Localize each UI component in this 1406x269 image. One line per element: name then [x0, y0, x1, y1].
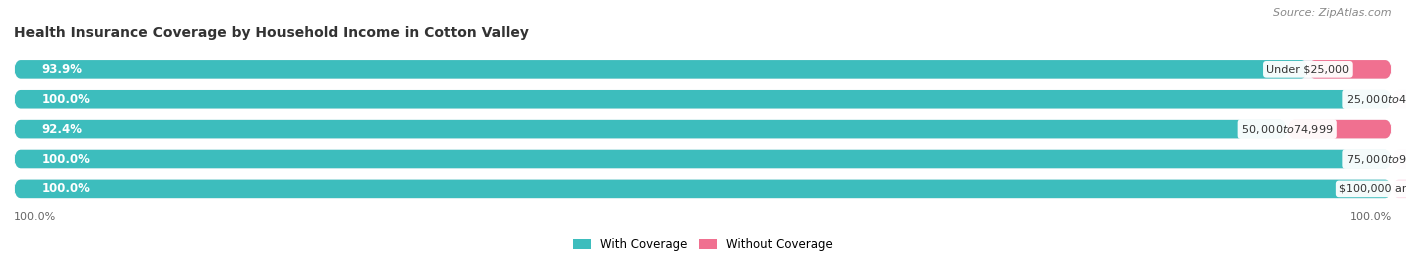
Text: 100.0%: 100.0%: [1350, 212, 1392, 222]
FancyBboxPatch shape: [14, 150, 1392, 168]
Text: $25,000 to $49,999: $25,000 to $49,999: [1346, 93, 1406, 106]
Text: Source: ZipAtlas.com: Source: ZipAtlas.com: [1274, 8, 1392, 18]
FancyBboxPatch shape: [14, 150, 1392, 168]
Text: 100.0%: 100.0%: [14, 212, 56, 222]
FancyBboxPatch shape: [14, 60, 1392, 79]
FancyBboxPatch shape: [14, 90, 1392, 108]
Text: 100.0%: 100.0%: [42, 153, 90, 165]
FancyBboxPatch shape: [14, 60, 1308, 79]
FancyBboxPatch shape: [14, 120, 1392, 138]
FancyBboxPatch shape: [1392, 90, 1406, 108]
Text: $75,000 to $99,999: $75,000 to $99,999: [1346, 153, 1406, 165]
Text: 92.4%: 92.4%: [42, 123, 83, 136]
FancyBboxPatch shape: [1392, 180, 1406, 198]
FancyBboxPatch shape: [1308, 60, 1392, 79]
Text: $100,000 and over: $100,000 and over: [1339, 184, 1406, 194]
FancyBboxPatch shape: [14, 180, 1392, 198]
Text: Under $25,000: Under $25,000: [1267, 64, 1350, 74]
Legend: With Coverage, Without Coverage: With Coverage, Without Coverage: [568, 233, 838, 256]
Text: $50,000 to $74,999: $50,000 to $74,999: [1241, 123, 1333, 136]
Text: 100.0%: 100.0%: [42, 182, 90, 195]
FancyBboxPatch shape: [14, 90, 1392, 108]
FancyBboxPatch shape: [1392, 150, 1406, 168]
FancyBboxPatch shape: [14, 180, 1392, 198]
FancyBboxPatch shape: [1288, 120, 1392, 138]
FancyBboxPatch shape: [14, 120, 1288, 138]
Text: 93.9%: 93.9%: [42, 63, 83, 76]
Text: Health Insurance Coverage by Household Income in Cotton Valley: Health Insurance Coverage by Household I…: [14, 26, 529, 40]
Text: 100.0%: 100.0%: [42, 93, 90, 106]
